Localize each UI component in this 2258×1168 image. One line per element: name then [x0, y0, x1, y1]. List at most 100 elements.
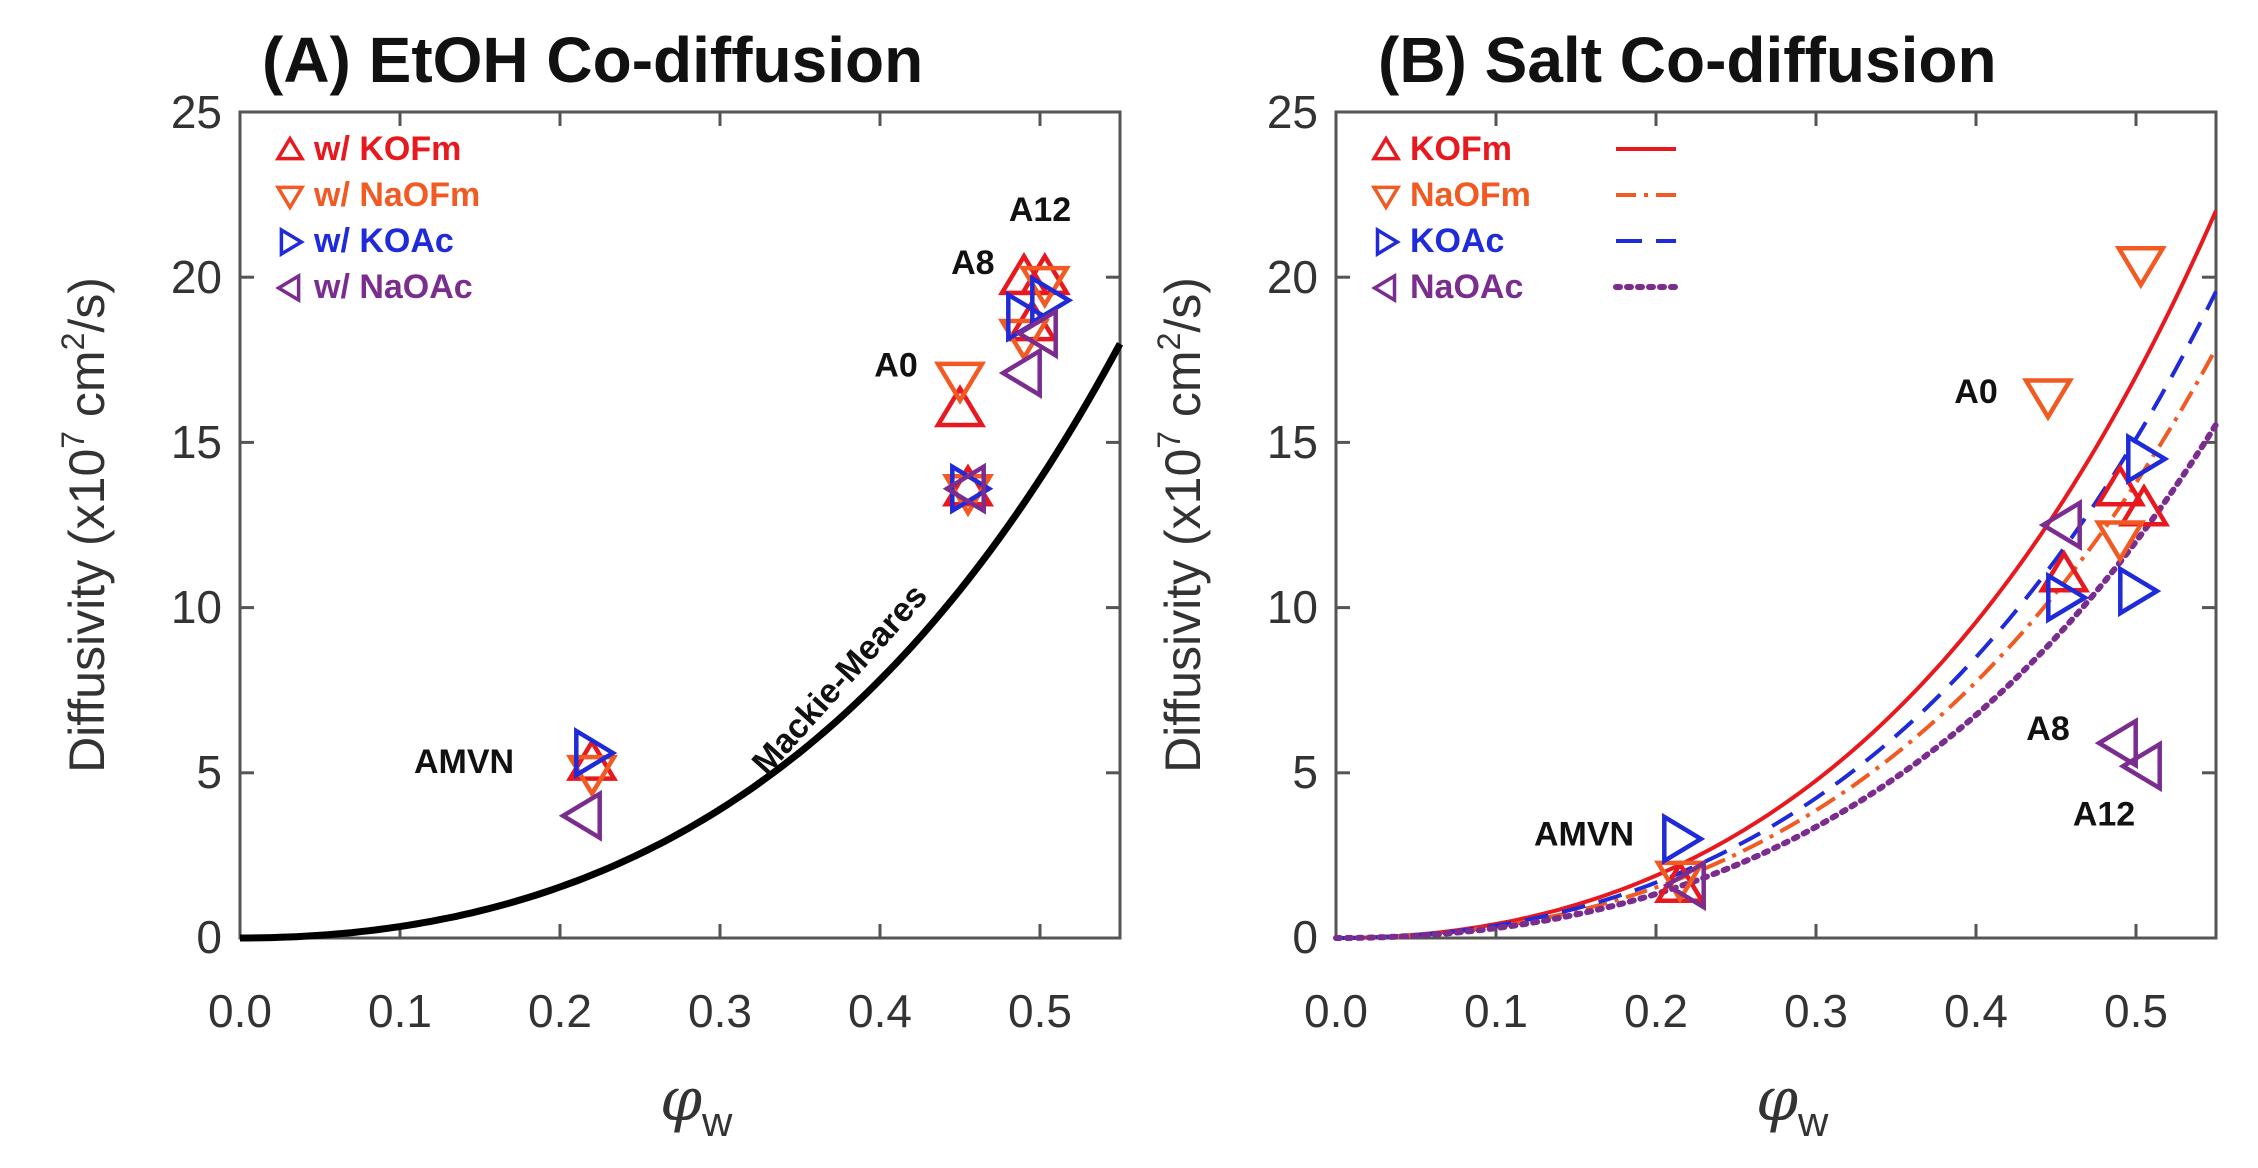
- panel-b-xtick-0.0: 0.0: [1304, 985, 1368, 1037]
- panel-a-legend-label-3: w/ NaOAc: [313, 268, 473, 306]
- panel-b-curve-layer: [1333, 110, 2219, 941]
- panel-b-kofm-point-2: [2094, 463, 2146, 507]
- panel-b-kofm-fit-line: [1336, 209, 2218, 940]
- panel-a-xtick-0.4: 0.4: [848, 985, 912, 1037]
- panel-b-legend: KOFm NaOFm KOAc NaOAc: [1370, 130, 1679, 306]
- panel-b-naofm-point-1: [2022, 378, 2074, 422]
- panel-a-annotation-a0: A0: [874, 346, 917, 384]
- panel-b-annotation-amvn: AMVN: [1534, 815, 1634, 853]
- panel-a-ytick-20: 20: [171, 251, 222, 303]
- panel-a-wnaofm-point-3: [998, 318, 1050, 362]
- panel-a-wnaoac-point-0: [558, 789, 602, 842]
- panel-b-koac-point-3: [2126, 432, 2170, 485]
- panel-a-ytick-25: 25: [171, 86, 222, 138]
- panel-b-naoac-point-2: [2094, 717, 2138, 770]
- panel-b: (B) Salt Co-diffusion 0 5 10 15 20 25 0.…: [1151, 24, 2219, 1145]
- panel-b-xtick-0.5: 0.5: [2104, 985, 2168, 1037]
- panel-b-markers: [1654, 246, 2170, 912]
- panel-b-legend-marker-3: [1371, 272, 1397, 304]
- panel-a-ytick-5: 5: [196, 746, 222, 798]
- panel-a-xtick-0.5: 0.5: [1008, 985, 1072, 1037]
- panel-b-naofm-point-0: [1654, 860, 1706, 904]
- panel-b-legend-marker-0: [1370, 135, 1402, 161]
- panel-b-frame: [1334, 110, 2218, 940]
- panel-b-x-tick-labels: 0.0 0.1 0.2 0.3 0.4 0.5: [1304, 985, 2168, 1037]
- panel-a-markers: [558, 251, 1074, 842]
- panel-b-kofm-point-1: [2038, 549, 2090, 593]
- panel-a-legend-label-0: w/ KOFm: [313, 130, 461, 168]
- panel-b-legend-label-3: NaOAc: [1410, 268, 1523, 306]
- panel-a-legend-marker-0: [274, 135, 306, 161]
- panel-b-naoac-point-1: [2038, 499, 2082, 551]
- panel-a-ytick-15: 15: [171, 416, 222, 468]
- panel-a-legend-marker-1: [274, 185, 306, 211]
- panel-b-koac-fit-line: [1336, 290, 2218, 940]
- panel-b-koac-point-0: [1662, 812, 1706, 865]
- panel-b-ytick-5: 5: [1292, 746, 1318, 798]
- panel-a: (A) EtOH Co-diffusion 0 5 10 15 20 25 0.…: [55, 24, 1124, 1145]
- panel-b-legend-label-0: KOFm: [1410, 130, 1512, 168]
- panel-a-wnaofm-point-0: [566, 754, 618, 799]
- panel-a-annotations: AMVN A0 A8 A12 Mackie-Meares: [414, 191, 1071, 782]
- panel-b-naoac-fit-line: [1333, 421, 2219, 941]
- panel-a-annotation-a12: A12: [1009, 191, 1071, 229]
- panel-b-kofm-point-3: [2118, 483, 2170, 527]
- panel-b-legend-marker-1: [1370, 185, 1402, 211]
- mackie-meares-curve: [240, 342, 1124, 942]
- panel-a-xtick-0.3: 0.3: [688, 985, 752, 1037]
- panel-a-wnaoac-point-3: [1014, 307, 1058, 360]
- panel-b-annotation-a12: A12: [2073, 796, 2135, 834]
- panel-a-legend-label-2: w/ KOAc: [313, 222, 454, 260]
- panel-a-annotation-a8: A8: [951, 244, 994, 282]
- panel-b-legend-label-2: KOAc: [1410, 222, 1504, 260]
- panel-b-ytick-15: 15: [1267, 416, 1318, 468]
- panel-a-ytick-0: 0: [196, 911, 222, 963]
- panel-a-frame: [238, 110, 1122, 940]
- panel-a-legend: w/ KOFm w/ NaOFm w/ KOAc w/ NaOAc: [274, 130, 480, 306]
- panel-b-y-tick-labels: 0 5 10 15 20 25: [1267, 86, 1318, 963]
- panel-b-koac-point-1: [2046, 571, 2090, 624]
- panel-b-koac-point-2: [2118, 565, 2162, 618]
- panel-b-annotation-a8: A8: [2026, 710, 2069, 748]
- panel-a-legend-marker-2: [279, 226, 305, 258]
- panel-b-title: (B) Salt Co-diffusion: [1378, 24, 1997, 96]
- panel-b-ytick-25: 25: [1267, 86, 1318, 138]
- panel-b-legend-label-1: NaOFm: [1410, 176, 1531, 214]
- panel-a-wkofm-point-2: [942, 463, 994, 507]
- panel-b-xtick-0.1: 0.1: [1464, 985, 1528, 1037]
- panel-a-x-axis-label: φw: [660, 1065, 733, 1145]
- panel-b-naofm-point-2: [2094, 520, 2146, 564]
- panel-a-wkoac-point-1: [950, 462, 994, 515]
- panel-a-x-tick-labels: 0.0 0.1 0.2 0.3 0.4 0.5: [208, 985, 1072, 1037]
- panel-a-annotation-mackie-meares: Mackie-Meares: [745, 577, 935, 782]
- panel-b-xtick-0.3: 0.3: [1784, 985, 1848, 1037]
- panel-a-ytick-10: 10: [171, 581, 222, 633]
- panel-a-wnaofm-point-1: [934, 361, 986, 405]
- panel-b-annotation-a0: A0: [1954, 373, 1997, 411]
- panel-a-xtick-0.1: 0.1: [368, 985, 432, 1037]
- panel-b-naoac-point-0: [1662, 859, 1706, 912]
- panel-b-legend-marker-2: [1375, 226, 1401, 258]
- panel-a-wnaoac-point-1: [942, 462, 986, 515]
- panel-b-x-axis-label: φw: [1756, 1065, 1829, 1145]
- panel-b-xtick-0.2: 0.2: [1624, 985, 1688, 1037]
- panel-a-wkofm-point-1: [934, 384, 986, 428]
- panel-b-naofm-point-3: [2114, 246, 2167, 290]
- panel-b-ytick-20: 20: [1267, 251, 1318, 303]
- panel-a-annotation-amvn: AMVN: [414, 743, 514, 781]
- panel-b-annotations: AMVN A0 A8 A12: [1534, 373, 2135, 854]
- panel-a-wkofm-point-4: [1018, 251, 1071, 296]
- panel-a-wkoac-point-0: [574, 727, 618, 779]
- panel-a-y-axis-label: Diffusivity (x107 cm2/s): [55, 277, 115, 773]
- panel-b-xtick-0.4: 0.4: [1944, 985, 2008, 1037]
- panel-b-y-axis-label: Diffusivity (x107 cm2/s): [1151, 277, 1211, 773]
- panel-a-legend-marker-3: [275, 272, 301, 304]
- panel-b-ytick-0: 0: [1292, 911, 1318, 963]
- panel-b-naoac-point-3: [2118, 740, 2162, 793]
- panel-a-xtick-0.2: 0.2: [528, 985, 592, 1037]
- panel-b-ytick-10: 10: [1267, 581, 1318, 633]
- panel-a-y-tick-labels: 0 5 10 15 20 25: [171, 86, 222, 963]
- panel-a-wkoac-point-3: [1030, 274, 1074, 327]
- panel-a-legend-label-1: w/ NaOFm: [313, 176, 480, 214]
